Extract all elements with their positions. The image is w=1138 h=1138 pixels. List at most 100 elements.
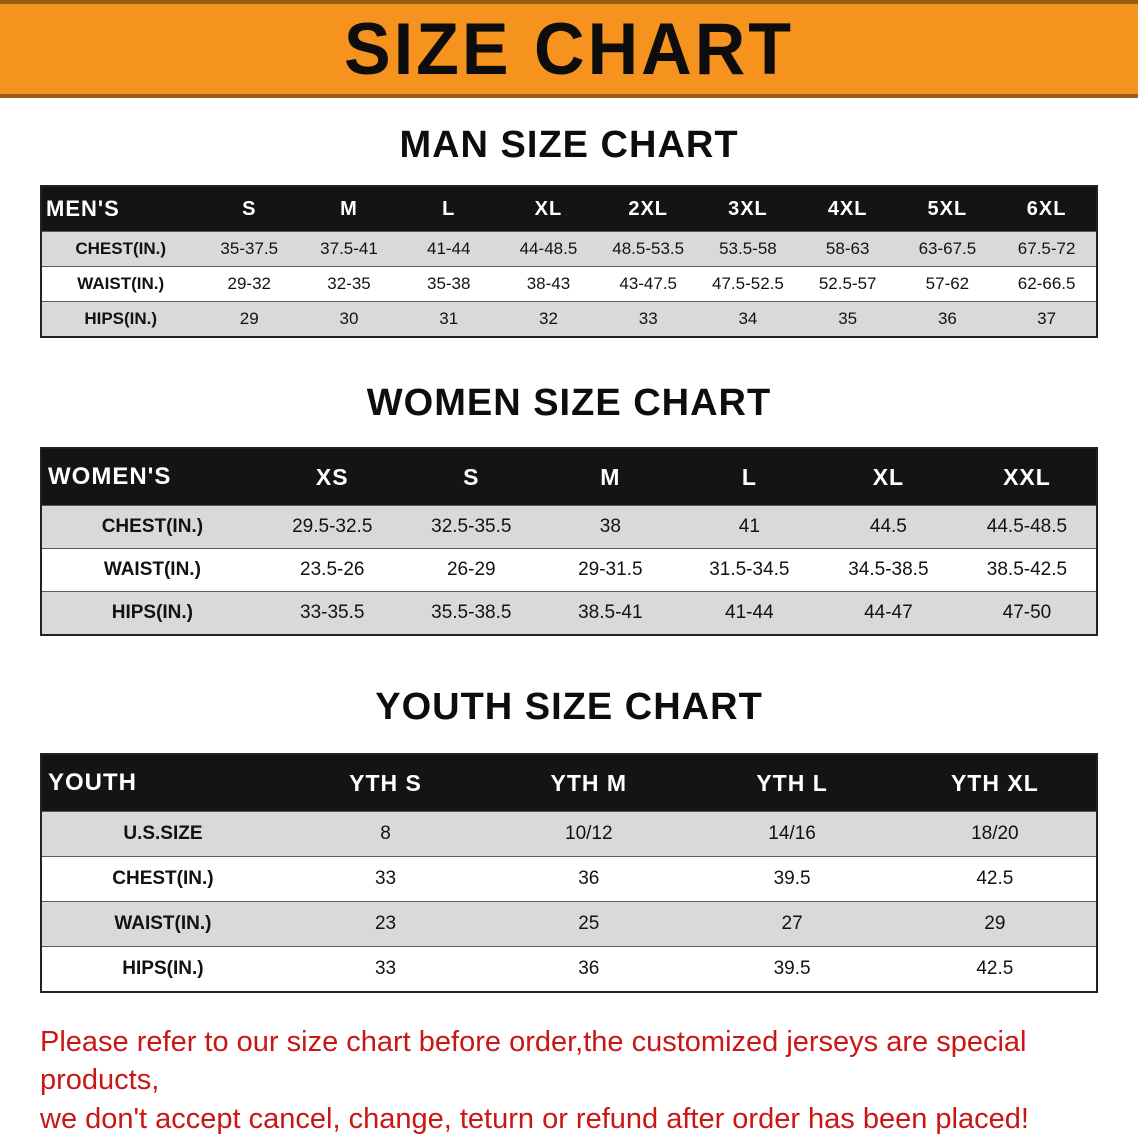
table-row: HIPS(IN.) 29 30 31 32 33 34 35 36 37	[41, 301, 1097, 337]
size-value: 14/16	[690, 811, 894, 857]
women-size-section: WOMEN SIZE CHART WOMEN'S XS S M L XL XXL CHEST(…	[0, 382, 1138, 636]
table-row: CHEST(IN.) 29.5-32.5 32.5-35.5 38 41 44.5 44.5…	[41, 505, 1097, 549]
youth-size-section: YOUTH SIZE CHART YOUTH YTH S YTH M YTH L YTH…	[0, 686, 1138, 993]
size-chart-banner: SIZE CHART	[0, 0, 1138, 98]
size-value: 25	[487, 901, 691, 947]
size-column-header: XS	[262, 448, 402, 506]
size-value: 23	[283, 901, 488, 947]
size-value: 29-31.5	[540, 548, 680, 592]
disclaimer-line-2: we don't accept cancel, change, teturn o…	[40, 1102, 1029, 1135]
size-value: 62-66.5	[997, 266, 1097, 302]
men-size-section: MAN SIZE CHART MEN'S S M L XL 2XL 3XL 4XL 5XL 6XL…	[0, 124, 1138, 338]
size-value: 29	[199, 301, 300, 337]
size-column-header: 5XL	[897, 186, 998, 232]
size-column-header: XL	[498, 186, 599, 232]
size-value: 10/12	[487, 811, 691, 857]
size-value: 38.5-42.5	[957, 548, 1097, 592]
size-column-header: YTH M	[487, 754, 691, 812]
row-label: U.S.SIZE	[41, 811, 284, 857]
size-value: 29-32	[199, 266, 300, 302]
size-value: 36	[897, 301, 998, 337]
size-value: 67.5-72	[997, 231, 1097, 267]
men-table-wrap: MEN'S S M L XL 2XL 3XL 4XL 5XL 6XL CHEST(IN.) 35-37…	[40, 185, 1098, 338]
table-row: CHEST(IN.) 33 36 39.5 42.5	[41, 856, 1097, 902]
size-column-header: XXL	[957, 448, 1097, 506]
size-column-header: L	[679, 448, 819, 506]
women-size-table: WOMEN'S XS S M L XL XXL CHEST(IN.) 29.5-32.5 32.5…	[40, 447, 1098, 636]
size-value: 33-35.5	[262, 591, 402, 635]
table-category-header: YOUTH	[41, 754, 284, 812]
row-label: WAIST(IN.)	[41, 548, 263, 592]
size-value: 18/20	[893, 811, 1097, 857]
size-column-header: 3XL	[698, 186, 798, 232]
size-column-header: YTH XL	[893, 754, 1097, 812]
size-value: 31.5-34.5	[679, 548, 819, 592]
size-column-header: XL	[818, 448, 958, 506]
disclaimer-text: Please refer to our size chart before or…	[40, 1023, 1098, 1138]
size-value: 29	[893, 901, 1097, 947]
size-value: 47.5-52.5	[698, 266, 798, 302]
table-category-header: MEN'S	[41, 186, 200, 232]
size-value: 33	[283, 856, 488, 902]
size-value: 34	[698, 301, 798, 337]
table-header-row: MEN'S S M L XL 2XL 3XL 4XL 5XL 6XL	[41, 186, 1097, 232]
size-column-header: 6XL	[997, 186, 1097, 232]
women-section-heading: WOMEN SIZE CHART	[366, 382, 772, 424]
size-value: 33	[283, 946, 488, 992]
size-value: 8	[283, 811, 488, 857]
page-title: SIZE CHART	[344, 8, 794, 90]
table-header-row: WOMEN'S XS S M L XL XXL	[41, 448, 1097, 506]
size-value: 58-63	[797, 231, 898, 267]
size-value: 30	[299, 301, 399, 337]
row-label: CHEST(IN.)	[41, 231, 200, 267]
size-value: 35.5-38.5	[401, 591, 541, 635]
size-value: 31	[398, 301, 499, 337]
table-row: WAIST(IN.) 23 25 27 29	[41, 901, 1097, 947]
table-header-row: YOUTH YTH S YTH M YTH L YTH XL	[41, 754, 1097, 812]
table-row: U.S.SIZE 8 10/12 14/16 18/20	[41, 811, 1097, 857]
size-value: 44.5-48.5	[957, 505, 1097, 549]
table-row: HIPS(IN.) 33 36 39.5 42.5	[41, 946, 1097, 992]
size-value: 63-67.5	[897, 231, 998, 267]
row-label: HIPS(IN.)	[41, 591, 263, 635]
size-value: 38-43	[498, 266, 599, 302]
size-value: 39.5	[690, 946, 894, 992]
youth-section-heading: YOUTH SIZE CHART	[375, 686, 763, 728]
size-value: 35	[797, 301, 898, 337]
size-value: 39.5	[690, 856, 894, 902]
size-column-header: 2XL	[598, 186, 699, 232]
table-row: CHEST(IN.) 35-37.5 37.5-41 41-44 44-48.5 48.5…	[41, 231, 1097, 267]
table-category-header: WOMEN'S	[41, 448, 263, 506]
size-column-header: M	[540, 448, 680, 506]
size-value: 38.5-41	[540, 591, 680, 635]
size-value: 37.5-41	[299, 231, 399, 267]
row-label: WAIST(IN.)	[41, 266, 200, 302]
size-value: 52.5-57	[797, 266, 898, 302]
size-value: 41	[679, 505, 819, 549]
size-value: 57-62	[897, 266, 998, 302]
size-value: 35-38	[398, 266, 499, 302]
women-table-wrap: WOMEN'S XS S M L XL XXL CHEST(IN.) 29.5-32.5 32.5…	[40, 447, 1098, 636]
size-column-header: 4XL	[797, 186, 898, 232]
size-value: 34.5-38.5	[818, 548, 958, 592]
size-value: 48.5-53.5	[598, 231, 699, 267]
size-value: 33	[598, 301, 699, 337]
row-label: WAIST(IN.)	[41, 901, 284, 947]
size-column-header: L	[398, 186, 499, 232]
size-value: 44-48.5	[498, 231, 599, 267]
size-value: 27	[690, 901, 894, 947]
row-label: HIPS(IN.)	[41, 946, 284, 992]
youth-size-table: YOUTH YTH S YTH M YTH L YTH XL U.S.SIZE 8 10/12…	[40, 753, 1098, 993]
table-row: HIPS(IN.) 33-35.5 35.5-38.5 38.5-41 41-44 44-…	[41, 591, 1097, 635]
size-value: 32	[498, 301, 599, 337]
size-column-header: S	[199, 186, 300, 232]
size-value: 37	[997, 301, 1097, 337]
table-row: WAIST(IN.) 23.5-26 26-29 29-31.5 31.5-34.5 34…	[41, 548, 1097, 592]
size-value: 32-35	[299, 266, 399, 302]
size-value: 36	[487, 856, 691, 902]
size-value: 41-44	[679, 591, 819, 635]
size-value: 38	[540, 505, 680, 549]
size-value: 23.5-26	[262, 548, 402, 592]
size-value: 43-47.5	[598, 266, 699, 302]
size-column-header: YTH L	[690, 754, 894, 812]
